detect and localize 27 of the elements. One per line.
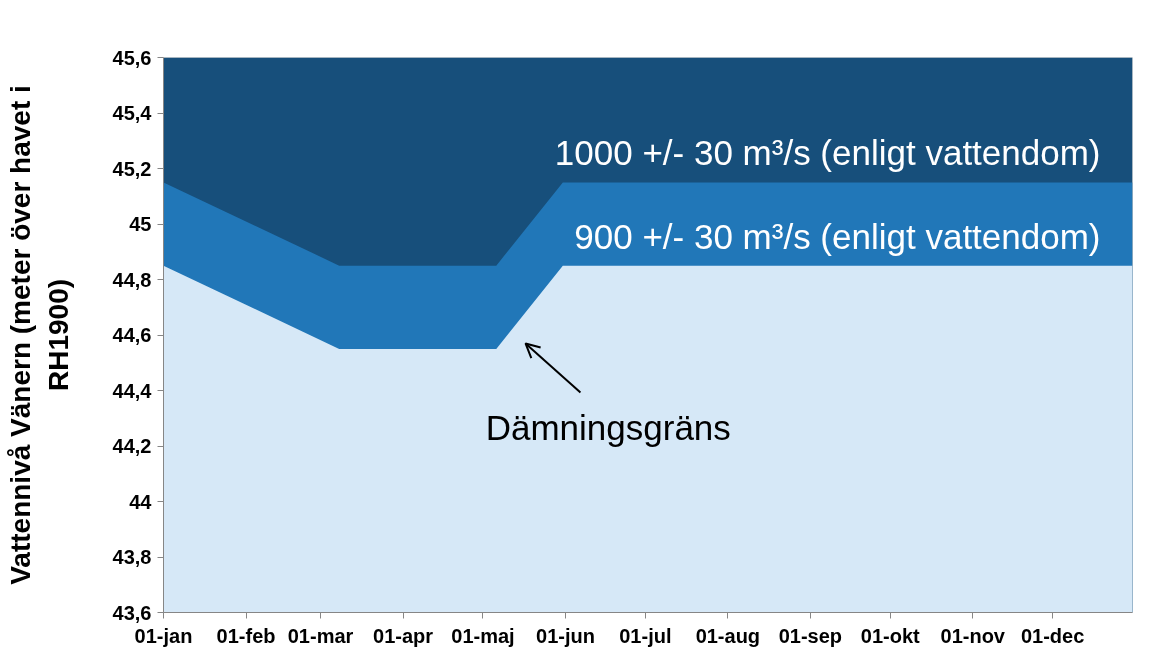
x-tick-label: 01-feb [216, 624, 276, 647]
series-label: 900 +/- 30 m³/s (enligt vattendom) [574, 216, 1101, 256]
x-tick-label: 01-jan [134, 624, 193, 647]
x-tick-label: 01-nov [940, 624, 1006, 647]
y-tick-label: 45,2 [112, 157, 152, 180]
x-tick-label: 01-aug [695, 624, 761, 647]
x-tick-label: 01-maj [451, 624, 515, 647]
y-tick-label: 45,6 [112, 46, 152, 69]
y-tick-label: 45,4 [112, 102, 153, 124]
annotation: Dämningsgräns [485, 408, 731, 448]
y-tick-label: 43,8 [112, 546, 152, 568]
x-tick-label: 01-jun [536, 624, 595, 647]
x-tick-label: 01-okt [860, 624, 921, 647]
y-axis-title: Vattennivå Vänern (meter över havet i RH1900) [5, 85, 74, 585]
x-tick-label: 01-sep [778, 624, 843, 647]
y-tick-label: 44,8 [112, 268, 152, 291]
x-tick-label: 01-dec [1020, 624, 1085, 647]
y-tick-label: 45 [129, 213, 152, 235]
y-tick-label: 44,2 [112, 435, 152, 457]
series-label: 1000 +/- 30 m³/s (enligt vattendom) [554, 133, 1101, 173]
x-tick-label: 01-jul [619, 624, 672, 647]
x-tick-label: 01-apr [373, 624, 434, 647]
y-tick-label: 44 [129, 490, 153, 513]
y-tick-label: 43,6 [112, 601, 152, 624]
y-tick-label: 44,6 [112, 324, 152, 346]
y-tick-label: 44,4 [112, 379, 153, 402]
x-tick-label: 01-mar [287, 624, 354, 647]
